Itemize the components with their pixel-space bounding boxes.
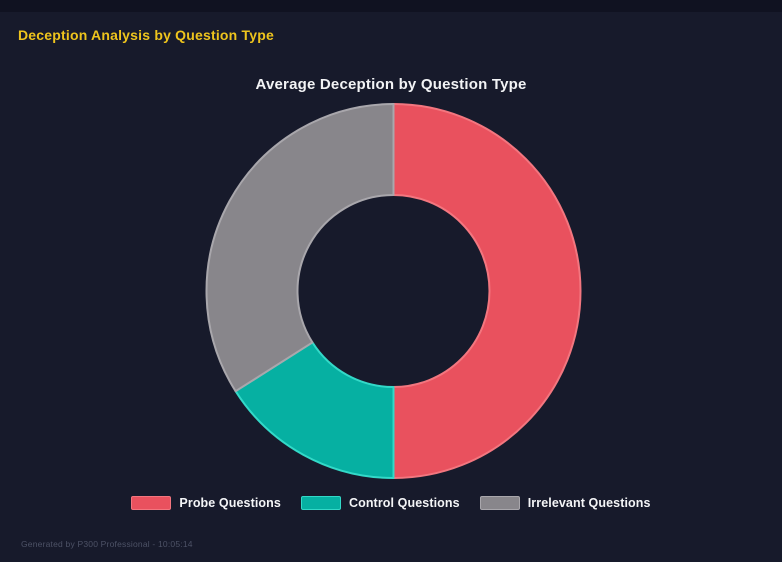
donut-segment-irrelevant-questions[interactable] [205,103,395,393]
legend-swatch-irrelevant [479,496,520,510]
donut-segments [205,103,582,479]
donut-segment-control-questions[interactable] [234,341,395,479]
top-strip [0,0,782,12]
legend-label-control: Control Questions [348,496,460,510]
legend-item-control-questions[interactable]: Control Questions [300,496,460,510]
legend-label-irrelevant: Irrelevant Questions [527,496,651,510]
footer-text: Generated by P300 Professional - 10:05:1… [21,539,193,549]
legend-item-probe-questions[interactable]: Probe Questions [131,496,281,510]
page-title: Deception Analysis by Question Type [18,27,274,43]
legend-item-irrelevant-questions[interactable]: Irrelevant Questions [479,496,651,510]
legend-label-probe: Probe Questions [179,496,281,510]
legend-swatch-probe [131,496,172,510]
legend-swatch-control [300,496,341,510]
chart-title: Average Deception by Question Type [255,76,527,93]
chart-legend: Probe Questions Control Questions Irrele… [0,496,782,510]
donut-segment-probe-questions[interactable] [392,103,582,479]
